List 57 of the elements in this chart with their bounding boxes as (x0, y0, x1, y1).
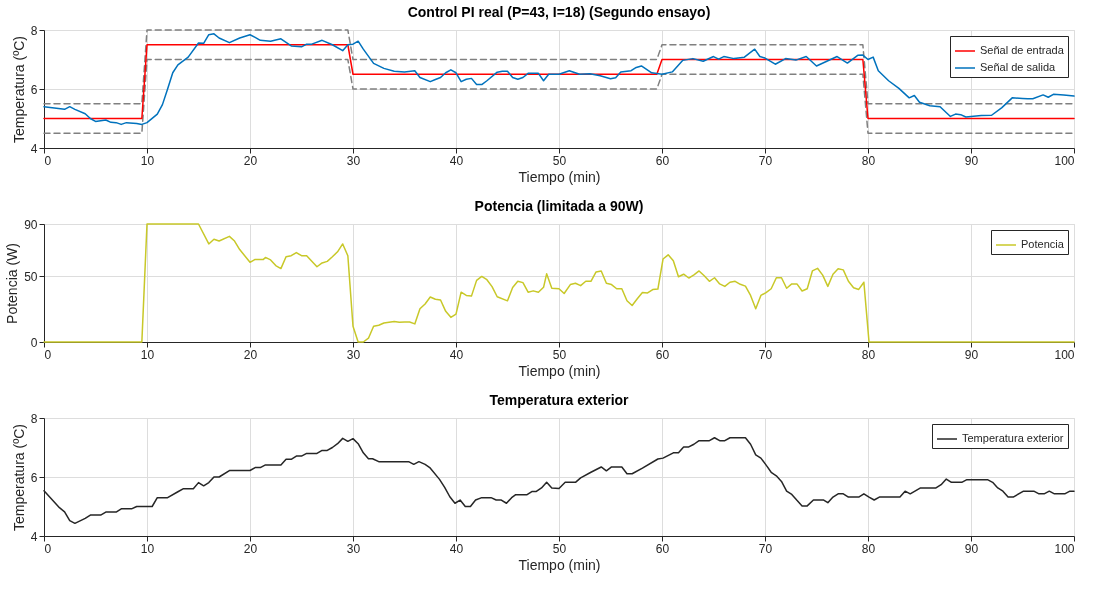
x-axis-title: Tiempo (min) (518, 362, 601, 379)
y-tick-label: 0 (30, 335, 38, 350)
y-tick-label: 90 (24, 217, 38, 232)
x-tick-label: 0 (44, 541, 52, 556)
chart-title: Control PI real (P=43, I=18) (Segundo ensayo) (407, 4, 711, 20)
x-tick-label: 90 (964, 347, 979, 362)
x-tick-label: 50 (552, 347, 567, 362)
x-tick-label: 70 (758, 153, 773, 168)
line-series (43, 33, 1075, 126)
y-axis-title: Temperatura (ºC) (10, 35, 27, 144)
x-axis-title: Tiempo (min) (518, 556, 601, 573)
x-tick-label: 100 (1054, 347, 1075, 362)
legend-label: Temperatura exterior (962, 432, 1064, 444)
x-tick-label: 60 (655, 541, 670, 556)
x-tick-label: 80 (861, 347, 876, 362)
x-axis-title: Tiempo (min) (518, 168, 601, 185)
x-tick-label: 70 (758, 541, 773, 556)
x-tick-label: 20 (243, 541, 258, 556)
x-tick-label: 0 (44, 153, 52, 168)
x-tick-label: 20 (243, 153, 258, 168)
y-tick-label: 50 (24, 269, 38, 284)
x-tick-label: 10 (140, 541, 155, 556)
legend-label: Potencia (1021, 238, 1065, 250)
x-tick-label: 20 (243, 347, 258, 362)
y-tick-label: 8 (30, 23, 38, 38)
y-tick-label: 6 (30, 470, 38, 485)
line-series (43, 44, 1075, 120)
y-tick-label: 6 (30, 82, 38, 97)
x-tick-label: 10 (140, 347, 155, 362)
x-tick-label: 100 (1054, 153, 1075, 168)
x-tick-label: 40 (449, 347, 464, 362)
x-tick-label: 60 (655, 153, 670, 168)
x-tick-label: 40 (449, 541, 464, 556)
x-tick-label: 60 (655, 347, 670, 362)
x-tick-label: 80 (861, 541, 876, 556)
y-axis-title: Temperatura (ºC) (10, 423, 27, 532)
y-tick-label: 4 (30, 141, 38, 156)
y-axis-title: Potencia (W) (4, 243, 21, 324)
legend-label: Señal de entrada (980, 44, 1065, 56)
legend-label: Señal de salida (980, 61, 1057, 73)
chart-title: Temperatura exterior (489, 392, 630, 408)
x-tick-label: 70 (758, 347, 773, 362)
chart-title: Potencia (limitada a 90W) (474, 198, 644, 214)
x-tick-label: 100 (1054, 541, 1075, 556)
x-tick-label: 90 (964, 153, 979, 168)
x-tick-label: 30 (346, 541, 361, 556)
x-tick-label: 50 (552, 541, 567, 556)
y-tick-label: 8 (30, 411, 38, 426)
x-tick-label: 30 (346, 153, 361, 168)
x-tick-label: 10 (140, 153, 155, 168)
x-tick-label: 30 (346, 347, 361, 362)
x-tick-label: 40 (449, 153, 464, 168)
x-tick-label: 90 (964, 541, 979, 556)
x-tick-label: 80 (861, 153, 876, 168)
x-tick-label: 0 (44, 347, 52, 362)
x-tick-label: 50 (552, 153, 567, 168)
y-tick-label: 4 (30, 529, 38, 544)
